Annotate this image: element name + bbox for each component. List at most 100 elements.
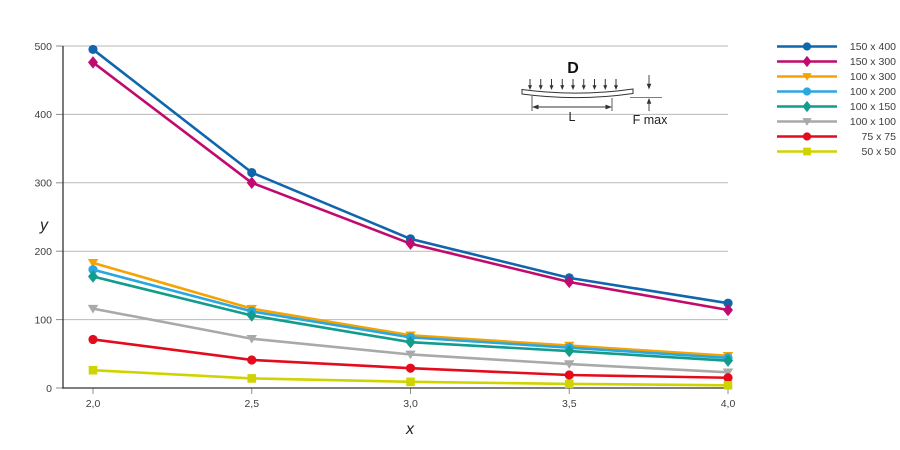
data-point-marker-diamond — [723, 354, 733, 367]
y-tick-label: 500 — [34, 41, 52, 53]
series-line — [92, 61, 729, 312]
distributed-load-arrows — [528, 79, 618, 90]
data-point-marker-circle — [802, 87, 812, 96]
y-tick-label: 100 — [34, 314, 52, 326]
legend-label: 50 x 50 — [861, 145, 896, 158]
data-point-marker-diamond — [723, 303, 733, 317]
data-point-marker-square — [564, 379, 574, 389]
data-point-marker-triangle-down — [802, 118, 812, 126]
load-arrow-head — [560, 85, 565, 90]
legend-label: 100 x 150 — [849, 100, 896, 113]
legend-item: 100 x 200 — [776, 84, 896, 99]
y-tick-label: 400 — [34, 109, 52, 121]
data-point-marker-triangle-down — [564, 360, 575, 369]
legend-label: 100 x 300 — [849, 70, 896, 83]
legend-label: 150 x 300 — [849, 55, 896, 68]
x-tick-label: 4,0 — [721, 398, 736, 410]
x-tick-label: 2,0 — [86, 398, 101, 410]
inset-title: D — [567, 60, 579, 77]
legend-item: 100 x 100 — [776, 114, 896, 129]
beam-shape — [521, 88, 634, 99]
data-point-marker-diamond — [802, 55, 812, 68]
data-point-marker-diamond — [564, 275, 575, 289]
legend-item: 100 x 150 — [776, 99, 896, 114]
legend-label: 150 x 400 — [849, 40, 896, 53]
x-tick-label: 3,0 — [403, 398, 418, 410]
data-point-marker-diamond — [88, 270, 98, 283]
data-point-marker-circle — [88, 334, 98, 345]
legend-item: 75 x 75 — [776, 129, 896, 144]
legend-swatch — [777, 87, 837, 96]
data-point-marker-circle — [802, 132, 812, 141]
data-point-marker-square — [723, 380, 733, 390]
legend-label: 75 x 75 — [861, 130, 896, 143]
series-line — [92, 48, 729, 305]
beam-diagram: D L F max — [521, 60, 668, 127]
data-point-marker-diamond — [564, 344, 575, 358]
y-tick-labels: 0 100 200 300 400 500 — [34, 41, 52, 395]
data-point-marker-triangle-down — [722, 368, 734, 378]
legend-item: 150 x 400 — [776, 39, 896, 54]
legend-swatch — [777, 100, 837, 113]
load-arrow-head — [528, 85, 532, 90]
y-tick-label: 200 — [34, 246, 52, 258]
x-axis-title: x — [405, 421, 415, 438]
data-point-marker-diamond — [405, 237, 416, 250]
legend-label: 100 x 100 — [849, 115, 896, 128]
length-dimension — [531, 96, 613, 111]
legend-swatch — [777, 147, 837, 156]
data-point-marker-square — [406, 377, 415, 387]
inset-fmax-label: F max — [633, 113, 668, 127]
data-point-marker-circle — [88, 265, 98, 275]
data-point-marker-triangle-down — [802, 73, 812, 81]
load-arrow-head — [549, 85, 554, 90]
data-point-marker-diamond — [246, 309, 257, 322]
legend-swatch — [777, 118, 837, 126]
load-arrow-head — [581, 85, 586, 90]
legend-item: 50 x 50 — [776, 144, 896, 159]
inset-length-label: L — [569, 110, 576, 124]
load-arrow-head — [538, 85, 543, 90]
y-tick-label: 0 — [46, 383, 52, 395]
data-point-marker-diamond — [246, 176, 257, 189]
axes — [56, 45, 729, 394]
data-point-marker-diamond — [405, 335, 416, 349]
y-axis-title: y — [39, 217, 49, 234]
y-tick-label: 300 — [34, 178, 52, 190]
data-point-marker-triangle-down — [246, 334, 257, 344]
load-arrow-head — [592, 85, 597, 90]
x-tick-label: 2,5 — [244, 398, 259, 410]
data-point-marker-circle — [564, 370, 574, 380]
data-series — [87, 44, 734, 390]
data-point-marker-triangle-down — [405, 350, 416, 360]
legend-swatch — [777, 73, 837, 81]
gridlines — [63, 45, 728, 321]
load-arrow-head — [571, 85, 575, 90]
legend-swatch — [777, 132, 837, 141]
data-point-marker-diamond — [88, 56, 98, 69]
data-point-marker-circle — [247, 355, 257, 365]
data-point-marker-circle — [247, 167, 257, 178]
data-point-marker-diamond — [802, 100, 812, 113]
load-arrow-head — [614, 85, 618, 90]
legend-item: 100 x 300 — [776, 69, 896, 84]
data-point-marker-square — [803, 147, 811, 156]
data-point-marker-circle — [802, 42, 812, 51]
x-tick-label: 3,5 — [562, 398, 577, 410]
x-tick-labels: 2,0 2,5 3,0 3,5 4,0 — [86, 398, 736, 410]
legend-swatch — [777, 42, 837, 51]
deflection-dimension — [630, 75, 662, 111]
legend: 150 x 400 150 x 300 100 x 300 100 x 200 100 … — [776, 39, 896, 159]
data-point-marker-circle — [723, 298, 733, 308]
data-point-marker-square — [247, 374, 257, 383]
load-arrow-head — [603, 85, 608, 90]
legend-label: 100 x 200 — [849, 85, 896, 98]
data-point-marker-triangle-down — [87, 304, 99, 314]
legend-swatch — [777, 55, 837, 68]
data-point-marker-circle — [723, 373, 733, 383]
data-point-marker-triangle-down — [87, 259, 99, 268]
data-point-marker-circle — [405, 363, 416, 373]
data-point-marker-square — [88, 365, 98, 375]
